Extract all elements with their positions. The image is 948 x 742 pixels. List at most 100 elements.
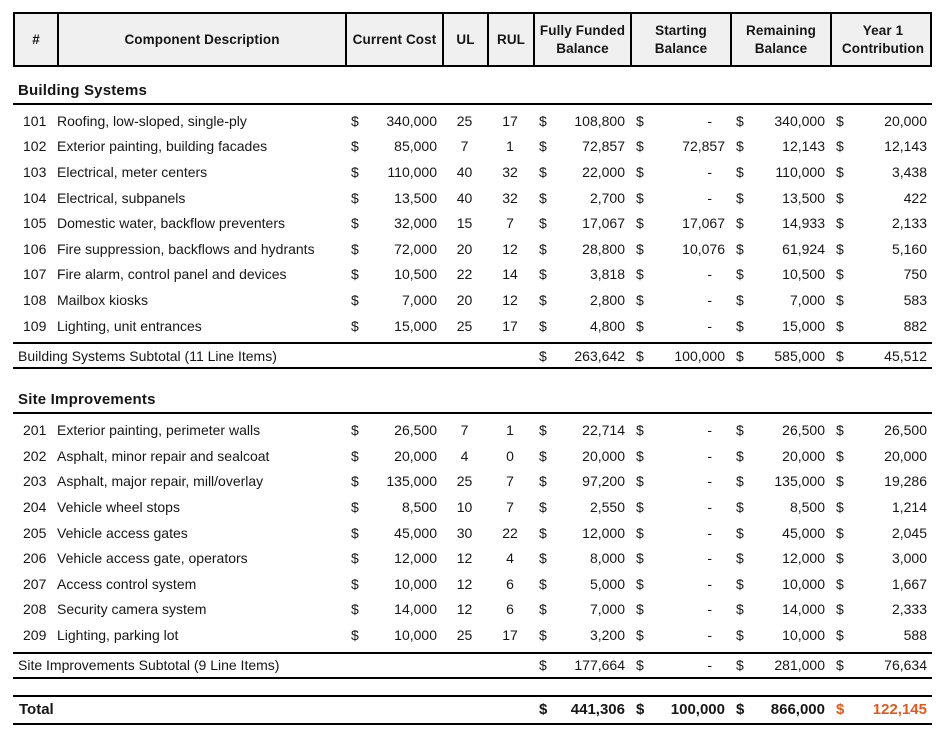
row-description-cell: Electrical, meter centers: [57, 163, 208, 180]
grand-total-row: Total $441,306 $100,000 $866,000 $122,14…: [13, 694, 932, 725]
row-number-cell: 105: [23, 215, 47, 232]
current-cost-cell: $10,000: [345, 576, 442, 592]
fully-funded-balance-cell: $2,700: [533, 190, 630, 206]
dollar-sign: $: [736, 657, 744, 674]
current-cost-cell: $110,000: [345, 164, 442, 180]
subtotal-label: Site Improvements Subtotal (9 Line Items…: [18, 657, 280, 674]
dollar-sign: $: [351, 163, 359, 180]
row-number-cell: 206: [23, 550, 47, 567]
dollar-sign: $: [539, 657, 547, 674]
row-number-cell: 209: [23, 626, 47, 643]
header-col-ul: UL: [444, 14, 489, 65]
remaining-life-cell: 6: [506, 575, 514, 592]
dollar-sign: $: [736, 215, 744, 232]
dollar-sign: $: [636, 575, 644, 592]
remaining-life-cell: 0: [506, 447, 514, 464]
dollar-sign: $: [351, 473, 359, 490]
remaining-balance-cell: $7,000: [730, 292, 830, 308]
row-description-cell: Roofing, low-sloped, single-ply: [57, 112, 247, 129]
starting-balance-cell: $ -: [630, 550, 730, 566]
fully-funded-balance-cell: $3,818: [533, 266, 630, 282]
row-number-cell: 107: [23, 266, 47, 283]
useful-life-cell: 7: [460, 422, 469, 439]
dollar-sign: $: [836, 138, 844, 155]
subtotal-remaining-cell: $281,000: [730, 657, 830, 673]
total-fully-funded-cell: $441,306: [533, 701, 630, 718]
starting-balance-cell: $17,067: [630, 215, 730, 231]
row-description-cell: Asphalt, major repair, mill/overlay: [57, 473, 264, 490]
useful-life-cell: 20: [456, 240, 473, 257]
header-col-year1: Year 1 Contribution: [841, 22, 925, 56]
header-col-starting: Starting Balance: [632, 14, 732, 65]
remaining-life-cell: 12: [502, 240, 518, 257]
table-row: 105 Domestic water, backflow preventers …: [13, 210, 932, 236]
header-col-remaining: Remaining Balance: [732, 14, 832, 65]
current-cost-cell: $26,500: [345, 422, 442, 438]
year1-contribution-cell: $26,500: [830, 422, 932, 438]
dollar-sign: $: [836, 498, 844, 515]
current-cost-cell: $340,000: [345, 113, 442, 129]
dollar-sign: $: [636, 138, 644, 155]
site-improvements-subtotal-row: Site Improvements Subtotal (9 Line Items…: [13, 651, 932, 679]
current-cost-cell: $7,000: [345, 292, 442, 308]
dollar-sign: $: [836, 266, 844, 283]
fully-funded-balance-cell: $22,714: [533, 422, 630, 438]
useful-life-cell: 25: [456, 473, 473, 490]
year1-contribution-cell: $2,045: [830, 525, 932, 541]
dollar-sign: $: [539, 347, 547, 364]
dollar-sign: $: [736, 701, 745, 719]
remaining-balance-cell: $20,000: [730, 448, 830, 464]
table-row: 204 Vehicle wheel stops $8,500 10 7 $2,5…: [13, 494, 932, 520]
starting-balance-cell: $ -: [630, 422, 730, 438]
current-cost-cell: $13,500: [345, 190, 442, 206]
component-table: # Component Description Current Cost UL …: [13, 12, 932, 725]
useful-life-cell: 12: [456, 550, 473, 567]
row-number-cell: 102: [23, 138, 47, 155]
fully-funded-balance-cell: $72,857: [533, 138, 630, 154]
dollar-sign: $: [836, 347, 844, 364]
table-row: 201 Exterior painting, perimeter walls $…: [13, 417, 932, 443]
current-cost-cell: $32,000: [345, 215, 442, 231]
year1-contribution-cell: $3,438: [830, 164, 932, 180]
dollar-sign: $: [539, 215, 547, 232]
dollar-sign: $: [636, 112, 644, 129]
dollar-sign: $: [836, 447, 844, 464]
header-col-fully-funded: Fully Funded Balance: [535, 14, 632, 65]
starting-balance-cell: $10,076: [630, 241, 730, 257]
year1-contribution-cell: $422: [830, 190, 932, 206]
dollar-sign: $: [736, 163, 744, 180]
dollar-sign: $: [539, 447, 547, 464]
dollar-sign: $: [736, 447, 744, 464]
remaining-balance-cell: $10,500: [730, 266, 830, 282]
useful-life-cell: 40: [456, 189, 473, 206]
dollar-sign: $: [351, 215, 359, 232]
dollar-sign: $: [539, 291, 547, 308]
dollar-sign: $: [539, 701, 548, 719]
remaining-balance-cell: $12,000: [730, 550, 830, 566]
dollar-sign: $: [636, 524, 644, 541]
remaining-life-cell: 6: [506, 601, 514, 618]
useful-life-cell: 40: [456, 163, 473, 180]
starting-balance-cell: $ -: [630, 525, 730, 541]
row-number-cell: 202: [23, 447, 47, 464]
dollar-sign: $: [351, 291, 359, 308]
header-col-rul: RUL: [489, 14, 535, 65]
dollar-sign: $: [351, 422, 359, 439]
dollar-sign: $: [636, 347, 644, 364]
dollar-sign: $: [636, 266, 644, 283]
dollar-sign: $: [636, 189, 644, 206]
dollar-sign: $: [836, 215, 844, 232]
current-cost-cell: $45,000: [345, 525, 442, 541]
remaining-balance-cell: $13,500: [730, 190, 830, 206]
row-description-cell: Access control system: [57, 575, 197, 592]
dollar-sign: $: [636, 447, 644, 464]
row-description-cell: Electrical, subpanels: [57, 189, 186, 206]
dollar-sign: $: [836, 240, 844, 257]
dollar-sign: $: [836, 701, 845, 719]
row-description-cell: Lighting, parking lot: [57, 626, 179, 643]
dollar-sign: $: [539, 189, 547, 206]
subtotal-label: Building Systems Subtotal (11 Line Items…: [18, 347, 277, 364]
remaining-life-cell: 7: [506, 498, 514, 515]
starting-balance-cell: $ -: [630, 266, 730, 282]
remaining-balance-cell: $135,000: [730, 473, 830, 489]
